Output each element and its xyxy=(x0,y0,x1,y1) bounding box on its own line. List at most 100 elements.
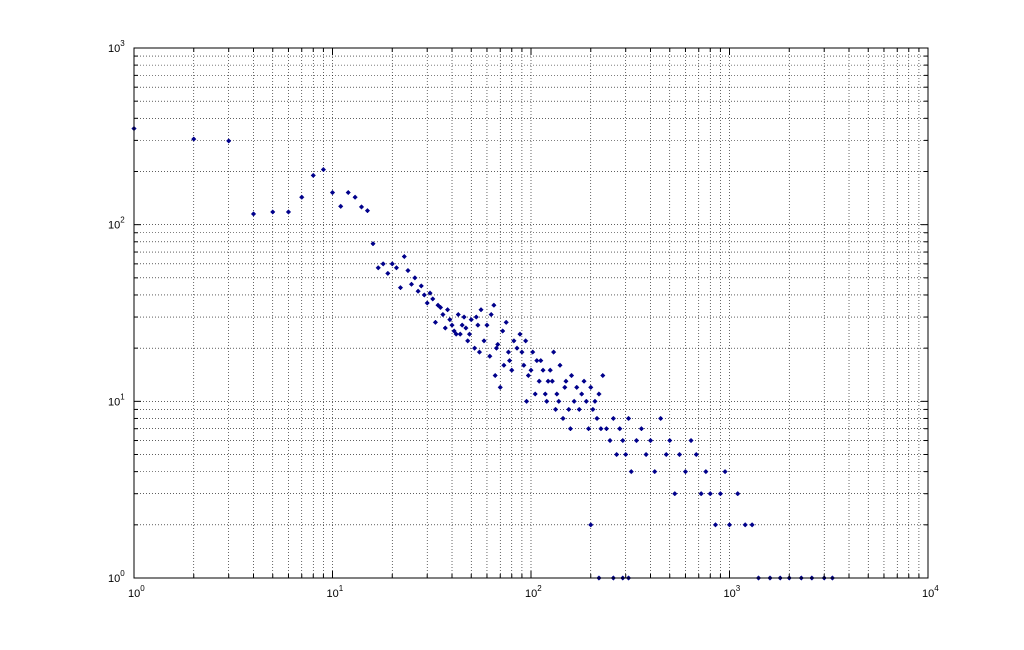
data-point xyxy=(345,189,351,196)
data-point xyxy=(338,203,344,209)
data-point xyxy=(459,322,465,328)
data-point xyxy=(421,292,427,298)
data-point xyxy=(473,314,479,320)
data-point xyxy=(620,437,626,444)
data-point xyxy=(693,451,699,458)
data-point xyxy=(455,311,461,318)
data-point xyxy=(603,426,610,432)
data-point xyxy=(523,338,529,344)
x-tick-label: 102 xyxy=(525,584,542,600)
data-point xyxy=(628,468,634,475)
data-point xyxy=(492,372,498,379)
data-point xyxy=(552,406,559,413)
data-point xyxy=(358,204,365,210)
data-point xyxy=(389,261,395,267)
data-point xyxy=(742,522,748,528)
data-point xyxy=(191,136,197,142)
data-point xyxy=(500,328,506,334)
data-point xyxy=(530,349,536,355)
data-point xyxy=(566,406,572,413)
data-point xyxy=(370,241,376,247)
data-point xyxy=(430,296,436,302)
data-point xyxy=(449,322,455,328)
data-point xyxy=(576,406,582,413)
data-point xyxy=(226,138,232,144)
data-point xyxy=(453,331,459,337)
data-point xyxy=(583,398,589,404)
data-point xyxy=(610,415,617,422)
data-point xyxy=(592,398,598,404)
data-point xyxy=(299,194,305,200)
x-tick-label: 100 xyxy=(128,584,145,600)
data-point xyxy=(393,265,400,271)
data-point xyxy=(617,426,623,432)
data-point xyxy=(682,468,689,475)
axis-ticks xyxy=(133,48,928,579)
data-point xyxy=(501,362,507,368)
data-point xyxy=(722,468,728,475)
data-point xyxy=(401,253,407,260)
data-point xyxy=(712,522,719,528)
data-point xyxy=(521,362,527,368)
data-point xyxy=(549,378,555,384)
data-point xyxy=(427,290,433,296)
data-point xyxy=(519,349,525,355)
data-point xyxy=(672,491,678,497)
data-point xyxy=(463,325,469,331)
data-point xyxy=(412,275,418,281)
data-point xyxy=(408,281,415,287)
data-point xyxy=(488,311,494,318)
data-point xyxy=(556,398,562,404)
y-tick-label: 103 xyxy=(108,39,125,55)
data-point xyxy=(310,172,316,179)
grid-lines xyxy=(134,48,928,578)
data-point xyxy=(562,384,568,390)
data-point xyxy=(598,426,604,432)
data-point xyxy=(447,316,453,323)
data-point xyxy=(424,300,430,306)
data-point xyxy=(385,270,391,277)
data-point xyxy=(509,367,515,373)
data-points xyxy=(131,125,836,581)
data-point xyxy=(270,209,276,215)
data-point xyxy=(652,468,658,475)
data-point xyxy=(505,349,512,355)
data-point xyxy=(560,415,566,422)
data-point xyxy=(588,384,594,390)
data-point xyxy=(633,437,640,444)
tick-labels: 100 101 102 103 104 100 101 102 103 xyxy=(108,39,939,600)
data-point xyxy=(250,211,257,217)
data-point xyxy=(581,378,587,384)
data-point xyxy=(491,302,497,308)
data-point xyxy=(487,353,493,359)
x-tick-label: 101 xyxy=(327,584,344,600)
data-point xyxy=(511,338,517,344)
data-point xyxy=(550,349,557,355)
data-point xyxy=(432,319,439,325)
data-point xyxy=(658,415,664,422)
data-point xyxy=(688,437,694,444)
y-tick-label: 101 xyxy=(108,392,125,408)
data-point xyxy=(442,325,448,331)
data-point xyxy=(476,349,483,355)
data-point xyxy=(726,522,733,528)
data-point xyxy=(285,209,292,215)
data-point xyxy=(563,378,569,384)
data-point xyxy=(503,319,509,325)
data-point xyxy=(437,304,444,311)
data-point xyxy=(320,166,327,173)
data-point xyxy=(536,378,542,384)
data-point xyxy=(571,398,577,404)
data-point xyxy=(493,345,500,351)
data-point xyxy=(468,316,474,323)
data-point xyxy=(380,261,386,267)
data-point xyxy=(703,468,709,475)
data-point xyxy=(717,491,724,497)
data-point xyxy=(600,372,606,379)
data-point xyxy=(364,208,371,214)
data-point xyxy=(613,451,620,458)
data-point xyxy=(475,322,481,328)
data-point xyxy=(329,189,336,196)
data-point xyxy=(588,522,594,528)
data-point xyxy=(466,331,473,337)
